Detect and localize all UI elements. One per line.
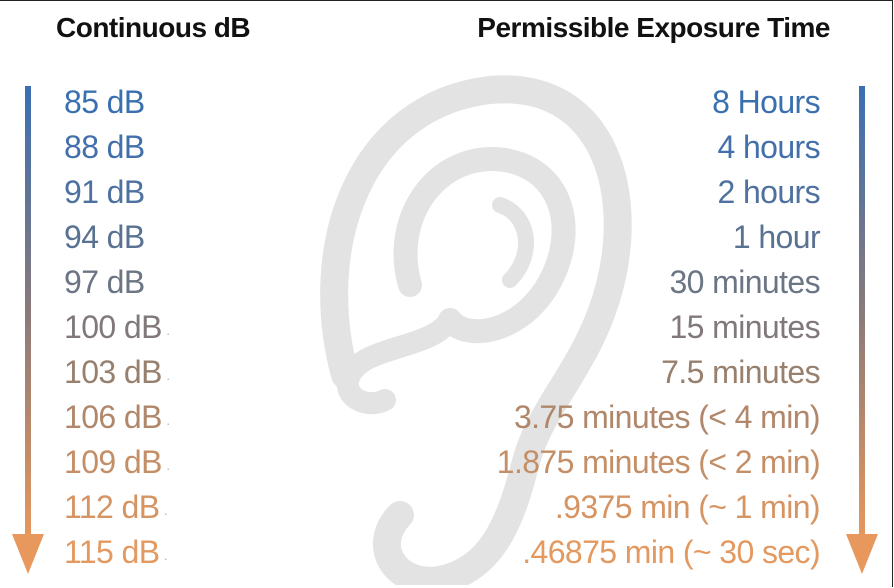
db-level: 109 dB · [64,440,171,485]
ear-icon [320,75,632,585]
dot-icon: · [163,505,168,521]
exposure-time: 4 hours [717,129,820,165]
db-level: 112 dB · [64,485,170,530]
exposure-time: 30 minutes [669,264,820,300]
db-level: 97 dB [64,260,170,305]
exposure-time: 15 minutes [669,309,820,345]
db-level: 94 dB [64,215,170,260]
db-level: 91 dB [64,170,170,215]
dot-icon: · [165,415,171,431]
exposure-time: 1.875 minutes (< 2 min) [496,444,821,480]
exposure-time: .46875 min (~ 30 sec) [522,534,820,570]
exposure-time: 3.75 minutes (< 4 min) [513,399,821,435]
db-level: 103 dB · [64,350,171,395]
dot-icon: · [165,460,171,476]
exposure-time: .9375 min (~ 1 min) [554,489,821,525]
exposure-time: 2 hours [717,174,820,210]
exposure-time-header: Permissible Exposure Time [477,12,830,43]
exposure-time-column: 8 Hours 4 hours 2 hours 1 hour 30 minutes 15 … [496,80,821,575]
dot-icon: · [165,370,171,386]
db-level-label: 88 dB [64,129,145,165]
exposure-time: 1 hour [732,219,821,255]
continuous-db-header: Continuous dB [56,12,251,43]
exposure-time: 7.5 minutes [661,354,820,390]
db-level-label: 97 dB [64,264,145,300]
db-column: 85 dB 88 dB 91 dB 94 dB 97 dB 100 dB · 103 dB · 1… [64,80,171,575]
db-level: 106 dB · [64,395,171,440]
db-level-label: 103 dB [64,354,162,390]
db-level-label: 115 dB [64,534,160,570]
db-level: 85 dB [64,80,170,125]
dot-icon: · [163,550,168,566]
db-level: 115 dB · [64,530,170,575]
db-level-label: 106 dB [64,399,162,435]
db-level-label: 91 dB [64,174,145,210]
db-level-label: 85 dB [64,84,145,120]
down-arrow-icon [12,86,44,574]
down-arrow-icon [846,86,878,574]
exposure-time: 8 Hours [712,84,820,120]
db-level: 88 dB [64,125,170,170]
db-level-label: 100 dB [64,309,162,345]
db-level-label: 94 dB [64,219,145,255]
db-level-label: 112 dB [64,489,160,525]
db-level-label: 109 dB [64,444,162,480]
dot-icon: · [165,325,171,341]
db-level: 100 dB · [64,305,171,350]
